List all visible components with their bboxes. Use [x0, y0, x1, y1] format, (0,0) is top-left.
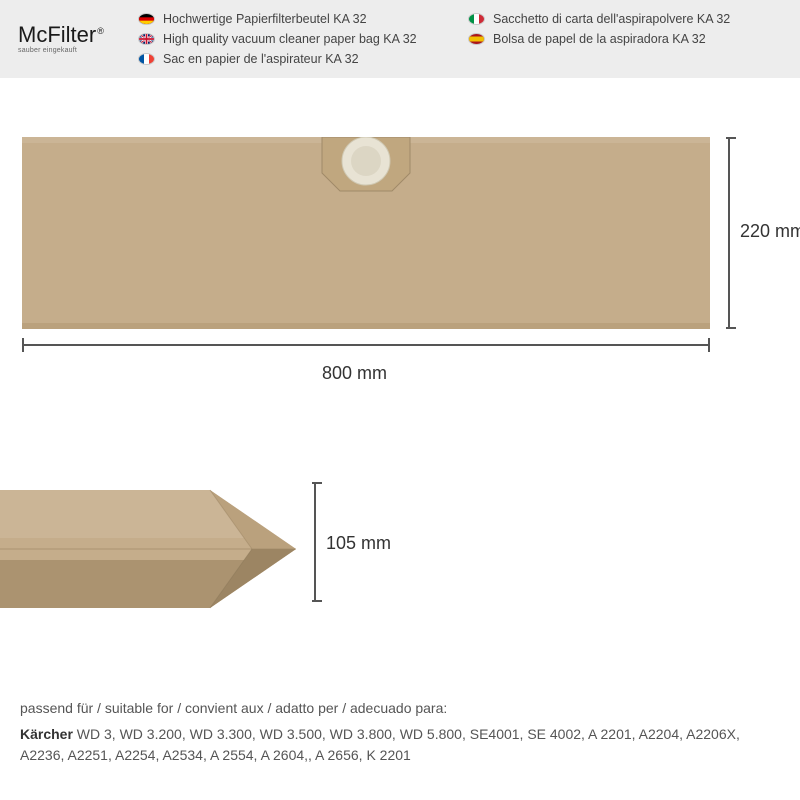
registered-mark: ® — [97, 26, 104, 36]
bag-end-svg — [0, 460, 296, 638]
desc-fr: Sac en papier de l'aspirateur KA 32 — [138, 49, 448, 69]
desc-it: Sacchetto di carta dell'aspirapolvere KA… — [468, 9, 778, 29]
diagram-bag-end: 105 mm — [0, 430, 450, 650]
desc-es: Bolsa de papel de la aspiradora KA 32 — [468, 29, 778, 49]
desc-en-text: High quality vacuum cleaner paper bag KA… — [163, 32, 417, 46]
flag-de-icon — [138, 13, 155, 25]
flag-en-icon — [138, 33, 155, 45]
desc-it-text: Sacchetto di carta dell'aspirapolvere KA… — [493, 12, 730, 26]
desc-es-text: Bolsa de papel de la aspiradora KA 32 — [493, 32, 706, 46]
language-descriptions: Hochwertige Papierfilterbeutel KA 32 Sac… — [138, 9, 778, 69]
desc-en: High quality vacuum cleaner paper bag KA… — [138, 29, 448, 49]
brand-name: McFilter® — [18, 24, 104, 46]
flag-es-icon — [468, 33, 485, 45]
desc-de: Hochwertige Papierfilterbeutel KA 32 — [138, 9, 448, 29]
compat-models: WD 3, WD 3.200, WD 3.300, WD 3.500, WD 3… — [20, 726, 740, 764]
brand-logo: McFilter® sauber eingekauft — [18, 10, 116, 68]
flag-fr-icon — [138, 53, 155, 65]
compatibility-heading: passend für / suitable for / convient au… — [20, 698, 780, 720]
brand-tagline: sauber eingekauft — [18, 47, 77, 54]
flag-it-icon — [468, 13, 485, 25]
diagram-flat-bag: 220 mm 800 mm — [22, 115, 778, 375]
bag-flat-svg — [22, 137, 710, 329]
desc-de-text: Hochwertige Papierfilterbeutel KA 32 — [163, 12, 367, 26]
compatibility-footer: passend für / suitable for / convient au… — [20, 698, 780, 767]
compat-brand: Kärcher — [20, 726, 73, 742]
desc-fr-text: Sac en papier de l'aspirateur KA 32 — [163, 52, 359, 66]
compatibility-list: Kärcher WD 3, WD 3.200, WD 3.300, WD 3.5… — [20, 724, 780, 767]
dim-height-label: 220 mm — [740, 221, 800, 242]
dim-width-label: 800 mm — [322, 363, 387, 384]
dim-depth-label: 105 mm — [326, 533, 391, 554]
header-bar: McFilter® sauber eingekauft Hochwertige … — [0, 0, 800, 78]
